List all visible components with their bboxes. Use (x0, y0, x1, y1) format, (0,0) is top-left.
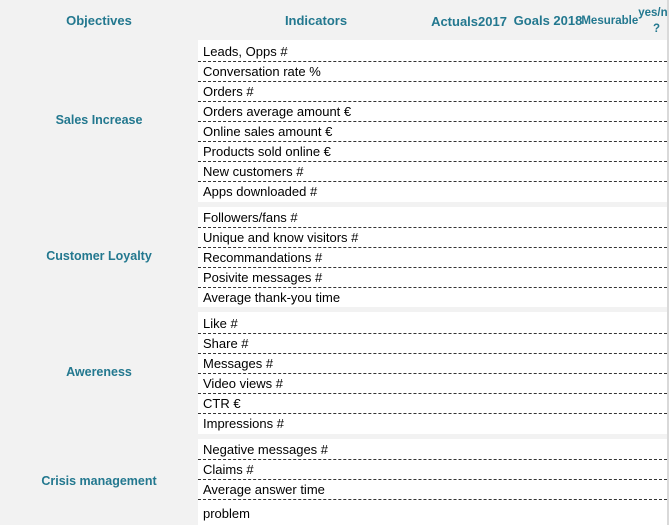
header-indicators[interactable]: Indicators (284, 12, 348, 28)
group-separator (0, 202, 669, 207)
objective-cell-sales[interactable] (0, 40, 198, 202)
row-divider (198, 333, 667, 334)
row-divider (198, 459, 667, 460)
objective-label-awareness: Awereness (66, 365, 132, 379)
indicator-label: Apps downloaded # (203, 184, 318, 199)
indicator-label: Video views # (203, 376, 283, 391)
objective-label-sales: Sales Increase (55, 113, 143, 127)
indicator-row[interactable]: Average thank-you time (198, 288, 667, 308)
indicator-row[interactable]: Recommandations # (198, 248, 667, 268)
indicator-row[interactable]: Apps downloaded # (198, 182, 667, 202)
header-mesurable-line2: yes/no ? (638, 7, 669, 35)
indicator-label: Impressions # (203, 416, 284, 431)
row-divider (198, 287, 667, 288)
header-mesurable-line1: Mesurable (581, 15, 639, 27)
header-objectives[interactable]: Objectives (66, 12, 132, 28)
indicator-row[interactable]: Online sales amount € (198, 122, 667, 142)
indicator-row[interactable]: problem (198, 504, 667, 524)
row-divider (198, 373, 667, 374)
row-divider (198, 81, 667, 82)
objective-cell-crisis[interactable] (0, 439, 198, 525)
indicator-row[interactable]: New customers # (198, 162, 667, 182)
indicator-label: Conversation rate % (203, 64, 321, 79)
indicator-label: Followers/fans # (203, 210, 298, 225)
indicator-label: New customers # (203, 164, 304, 179)
indicator-row[interactable]: Video views # (198, 374, 667, 394)
row-divider (198, 479, 667, 480)
header-actuals-line1: Actuals (431, 13, 479, 29)
indicator-row[interactable]: Negative messages # (198, 440, 667, 460)
indicator-row[interactable]: Leads, Opps # (198, 42, 667, 62)
indicator-row[interactable]: Average answer time (198, 480, 667, 500)
header-actuals-2017[interactable]: Actuals 2017 (431, 2, 507, 40)
objective-label-loyalty: Customer Loyalty (46, 249, 152, 263)
indicator-label: problem (203, 506, 250, 521)
indicator-label: Products sold online € (203, 144, 331, 159)
row-divider (198, 353, 667, 354)
indicator-row[interactable]: Products sold online € (198, 142, 667, 162)
row-divider (198, 227, 667, 228)
indicator-label: Online sales amount € (203, 124, 333, 139)
indicator-label: Messages # (203, 356, 274, 371)
indicator-row[interactable]: Followers/fans # (198, 208, 667, 228)
row-divider (198, 247, 667, 248)
indicator-row[interactable]: Share # (198, 334, 667, 354)
indicator-label: Posivite messages # (203, 270, 323, 285)
row-divider (198, 499, 667, 500)
indicator-row[interactable]: Claims # (198, 460, 667, 480)
row-divider (198, 267, 667, 268)
indicator-label: Orders average amount € (203, 104, 352, 119)
indicator-label: CTR € (203, 396, 241, 411)
indicator-label: Orders # (203, 84, 254, 99)
group-separator (0, 434, 669, 439)
indicator-label: Leads, Opps # (203, 44, 288, 59)
indicator-row[interactable]: Impressions # (198, 414, 667, 434)
group-separator (0, 307, 669, 312)
indicator-row[interactable]: Orders # (198, 82, 667, 102)
sheet-right-border (667, 0, 669, 525)
indicator-row[interactable]: Like # (198, 314, 667, 334)
row-divider (198, 393, 667, 394)
header-actuals-line2: 2017 (478, 13, 507, 29)
row-divider (198, 121, 667, 122)
indicator-row[interactable]: Unique and know visitors # (198, 228, 667, 248)
row-divider (198, 181, 667, 182)
row-divider (198, 161, 667, 162)
row-divider (198, 101, 667, 102)
indicator-label: Average answer time (203, 482, 325, 497)
indicator-label: Average thank-you time (203, 290, 341, 305)
row-divider (198, 61, 667, 62)
indicator-row[interactable]: Conversation rate % (198, 62, 667, 82)
indicator-row[interactable]: Messages # (198, 354, 667, 374)
indicator-label: Negative messages # (203, 442, 329, 457)
objective-cell-loyalty[interactable] (0, 207, 198, 307)
indicator-row[interactable]: Posivite messages # (198, 268, 667, 288)
row-divider (198, 413, 667, 414)
indicator-label: Claims # (203, 462, 254, 477)
header-goals-2018[interactable]: Goals 2018 (513, 12, 583, 28)
header-row: Objectives Indicators Actuals 2017 Goals… (0, 0, 669, 40)
objective-label-crisis: Crisis management (41, 474, 157, 488)
objective-cell-awareness[interactable] (0, 312, 198, 434)
indicator-label: Unique and know visitors # (203, 230, 359, 245)
indicator-row[interactable]: CTR € (198, 394, 667, 414)
indicator-label: Share # (203, 336, 249, 351)
indicator-row[interactable]: Orders average amount € (198, 102, 667, 122)
indicator-label: Like # (203, 316, 238, 331)
row-divider (198, 141, 667, 142)
header-mesurable[interactable]: Mesurable yes/no ? (581, 4, 669, 38)
indicator-label: Recommandations # (203, 250, 323, 265)
